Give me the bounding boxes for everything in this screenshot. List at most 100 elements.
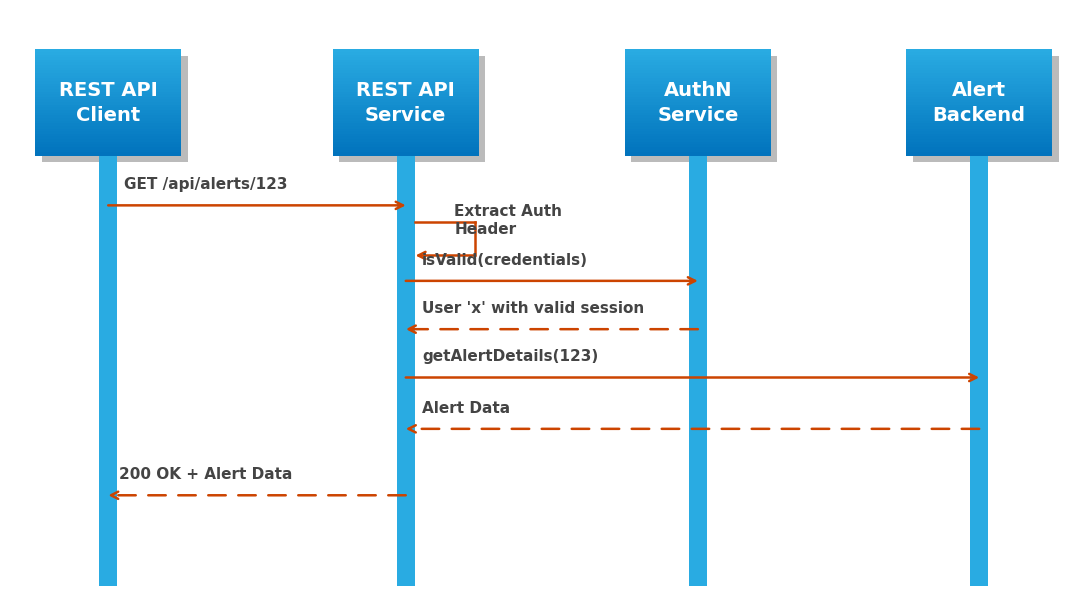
FancyBboxPatch shape [35,100,182,103]
FancyBboxPatch shape [625,110,770,114]
FancyBboxPatch shape [625,50,770,53]
Text: 200 OK + Alert Data: 200 OK + Alert Data [119,467,292,482]
FancyBboxPatch shape [907,108,1053,111]
FancyBboxPatch shape [625,65,770,68]
FancyBboxPatch shape [41,56,188,162]
FancyBboxPatch shape [333,118,478,121]
FancyBboxPatch shape [35,121,182,124]
FancyBboxPatch shape [333,81,478,84]
FancyBboxPatch shape [35,86,182,89]
FancyBboxPatch shape [913,56,1058,162]
FancyBboxPatch shape [333,70,478,74]
FancyBboxPatch shape [907,100,1053,103]
FancyBboxPatch shape [625,108,770,111]
FancyBboxPatch shape [907,142,1053,145]
FancyBboxPatch shape [907,147,1053,150]
FancyBboxPatch shape [625,102,770,105]
FancyBboxPatch shape [333,94,478,97]
FancyBboxPatch shape [333,104,478,108]
FancyBboxPatch shape [625,68,770,71]
FancyBboxPatch shape [35,104,182,108]
FancyBboxPatch shape [625,76,770,79]
FancyBboxPatch shape [971,156,989,586]
FancyBboxPatch shape [907,50,1053,53]
FancyBboxPatch shape [907,150,1053,153]
FancyBboxPatch shape [907,110,1053,114]
FancyBboxPatch shape [907,121,1053,124]
FancyBboxPatch shape [907,62,1053,66]
FancyBboxPatch shape [907,60,1053,63]
FancyBboxPatch shape [625,100,770,103]
FancyBboxPatch shape [333,110,478,114]
FancyBboxPatch shape [35,147,182,150]
FancyBboxPatch shape [35,102,182,105]
FancyBboxPatch shape [35,76,182,79]
FancyBboxPatch shape [35,68,182,71]
FancyBboxPatch shape [35,79,182,82]
FancyBboxPatch shape [625,94,770,97]
FancyBboxPatch shape [625,131,770,135]
FancyBboxPatch shape [907,129,1053,132]
FancyBboxPatch shape [907,81,1053,84]
FancyBboxPatch shape [907,54,1053,58]
FancyBboxPatch shape [35,91,182,95]
FancyBboxPatch shape [625,139,770,143]
FancyBboxPatch shape [333,139,478,143]
FancyBboxPatch shape [625,57,770,60]
FancyBboxPatch shape [907,97,1053,100]
FancyBboxPatch shape [35,65,182,68]
FancyBboxPatch shape [333,68,478,71]
FancyBboxPatch shape [907,131,1053,135]
FancyBboxPatch shape [35,133,182,137]
FancyBboxPatch shape [333,54,478,58]
FancyBboxPatch shape [35,57,182,60]
FancyBboxPatch shape [907,102,1053,105]
FancyBboxPatch shape [333,73,478,76]
FancyBboxPatch shape [35,144,182,147]
FancyBboxPatch shape [35,150,182,153]
FancyBboxPatch shape [35,94,182,97]
Text: AuthN
Service: AuthN Service [657,81,739,124]
FancyBboxPatch shape [333,129,478,132]
Text: REST API
Service: REST API Service [356,81,456,124]
Text: Extract Auth
Header: Extract Auth Header [454,204,563,237]
FancyBboxPatch shape [907,68,1053,71]
FancyBboxPatch shape [35,112,182,116]
FancyBboxPatch shape [35,60,182,63]
FancyBboxPatch shape [625,142,770,145]
FancyBboxPatch shape [340,56,485,162]
FancyBboxPatch shape [333,121,478,124]
FancyBboxPatch shape [333,152,478,156]
FancyBboxPatch shape [907,139,1053,143]
FancyBboxPatch shape [35,115,182,118]
Text: Alert Data: Alert Data [422,400,510,416]
FancyBboxPatch shape [907,86,1053,89]
Text: isValid(credentials): isValid(credentials) [422,252,588,268]
FancyBboxPatch shape [907,123,1053,126]
FancyBboxPatch shape [625,81,770,84]
FancyBboxPatch shape [625,104,770,108]
FancyBboxPatch shape [35,152,182,156]
FancyBboxPatch shape [333,137,478,140]
FancyBboxPatch shape [907,83,1053,87]
FancyBboxPatch shape [333,57,478,60]
FancyBboxPatch shape [35,139,182,143]
FancyBboxPatch shape [35,81,182,84]
Text: Alert
Backend: Alert Backend [933,81,1026,124]
FancyBboxPatch shape [35,50,182,53]
FancyBboxPatch shape [907,115,1053,118]
FancyBboxPatch shape [907,126,1053,129]
FancyBboxPatch shape [35,123,182,126]
FancyBboxPatch shape [333,142,478,145]
FancyBboxPatch shape [35,110,182,114]
FancyBboxPatch shape [907,70,1053,74]
FancyBboxPatch shape [625,62,770,66]
FancyBboxPatch shape [907,91,1053,95]
FancyBboxPatch shape [333,60,478,63]
FancyBboxPatch shape [625,86,770,89]
FancyBboxPatch shape [333,126,478,129]
FancyBboxPatch shape [333,79,478,82]
FancyBboxPatch shape [625,70,770,74]
FancyBboxPatch shape [35,126,182,129]
FancyBboxPatch shape [907,118,1053,121]
